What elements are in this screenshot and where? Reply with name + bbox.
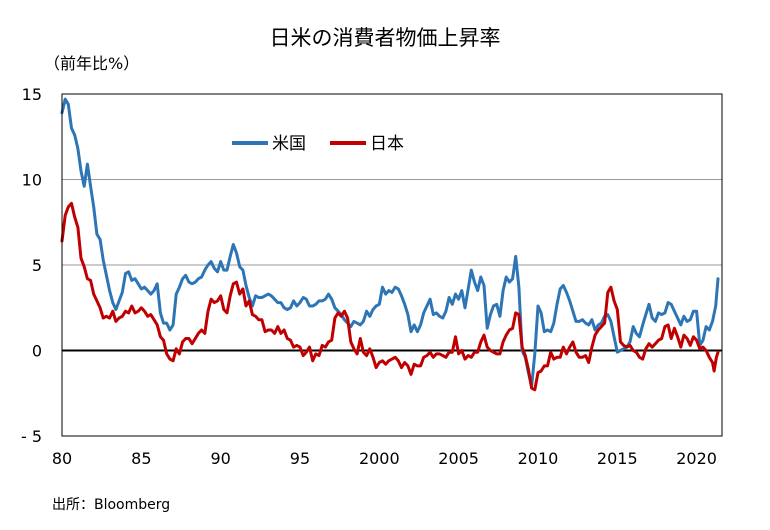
y-axis-unit-label: （前年比%） <box>44 54 140 73</box>
x-tick-label: 90 <box>210 449 230 468</box>
y-tick-label: 0 <box>32 342 42 361</box>
source-note: 出所：Bloomberg <box>52 497 171 513</box>
y-tick-label: 15 <box>22 85 42 104</box>
legend-label: 米国 <box>272 134 306 154</box>
plot-area <box>61 93 723 437</box>
y-tick-label: 5 <box>32 256 42 275</box>
legend: 米国 日本 <box>232 134 404 154</box>
chart-title: 日米の消費者物価上昇率 <box>269 26 501 50</box>
x-tick-label: 2010 <box>518 449 559 468</box>
x-tick-label: 2020 <box>676 449 717 468</box>
y-tick-label: 10 <box>22 171 42 190</box>
x-tick-label: 95 <box>290 449 310 468</box>
series-line-us <box>60 97 720 388</box>
x-tick-label: 2015 <box>597 449 638 468</box>
y-tick-label: - 5 <box>21 427 42 446</box>
x-tick-label: 2005 <box>438 449 479 468</box>
series-line-japan <box>60 201 720 392</box>
x-tick-label: 80 <box>52 449 72 468</box>
x-tick-label: 85 <box>131 449 151 468</box>
x-tick-label: 2000 <box>359 449 400 468</box>
legend-label: 日本 <box>370 134 404 154</box>
